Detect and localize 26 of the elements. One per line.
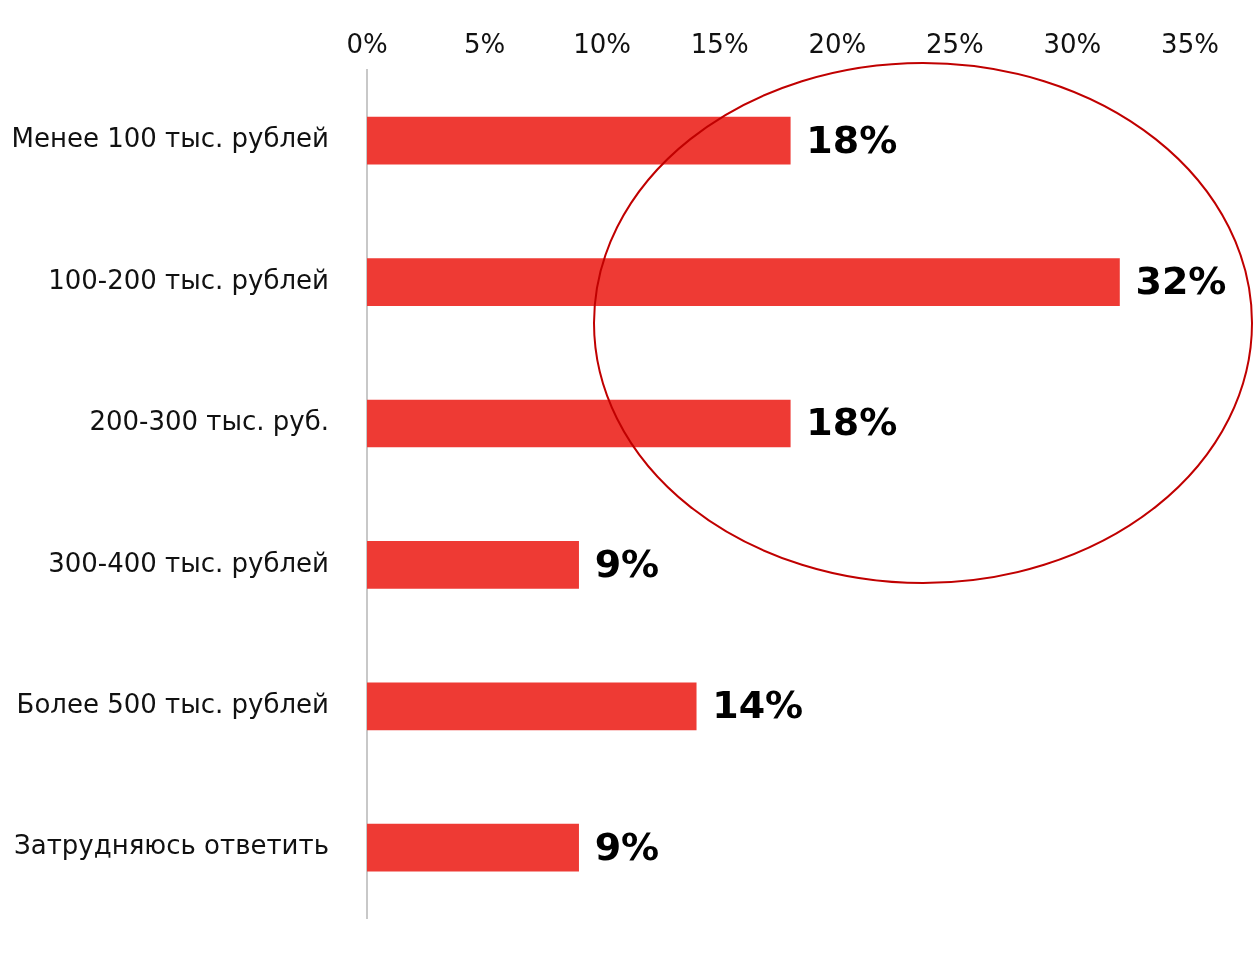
data-label: 14% [712,683,804,728]
x-tick-label: 0% [346,29,388,60]
data-label: 18% [806,400,898,445]
data-label: 9% [594,541,660,586]
data-label: 18% [806,117,898,162]
x-tick-label: 30% [1043,29,1102,60]
x-tick-label: 5% [463,29,506,60]
x-tick-label: 10% [573,29,632,60]
x-tick-label: 25% [925,29,984,60]
y-tick-label: 300-400 тыс. рублей [48,547,329,578]
bar [367,682,697,731]
y-tick-label: 100-200 тыс. рублей [48,264,329,295]
x-tick-label: 20% [808,29,867,60]
bar [367,399,791,448]
x-tick-label: 35% [1161,29,1219,60]
y-tick-label: Более 500 тыс. рублей [16,689,329,720]
bar [367,541,579,589]
bar [367,258,1120,306]
bar [367,116,791,165]
y-tick-label: 200-300 тыс. руб. [89,406,329,437]
data-label: 9% [594,824,660,869]
y-tick-label: Менее 100 тыс. рублей [11,123,329,154]
bar [367,823,579,872]
y-tick-label: Затрудняюсь ответить [14,830,329,861]
x-tick-label: 15% [690,29,749,60]
data-label: 32% [1135,258,1227,303]
